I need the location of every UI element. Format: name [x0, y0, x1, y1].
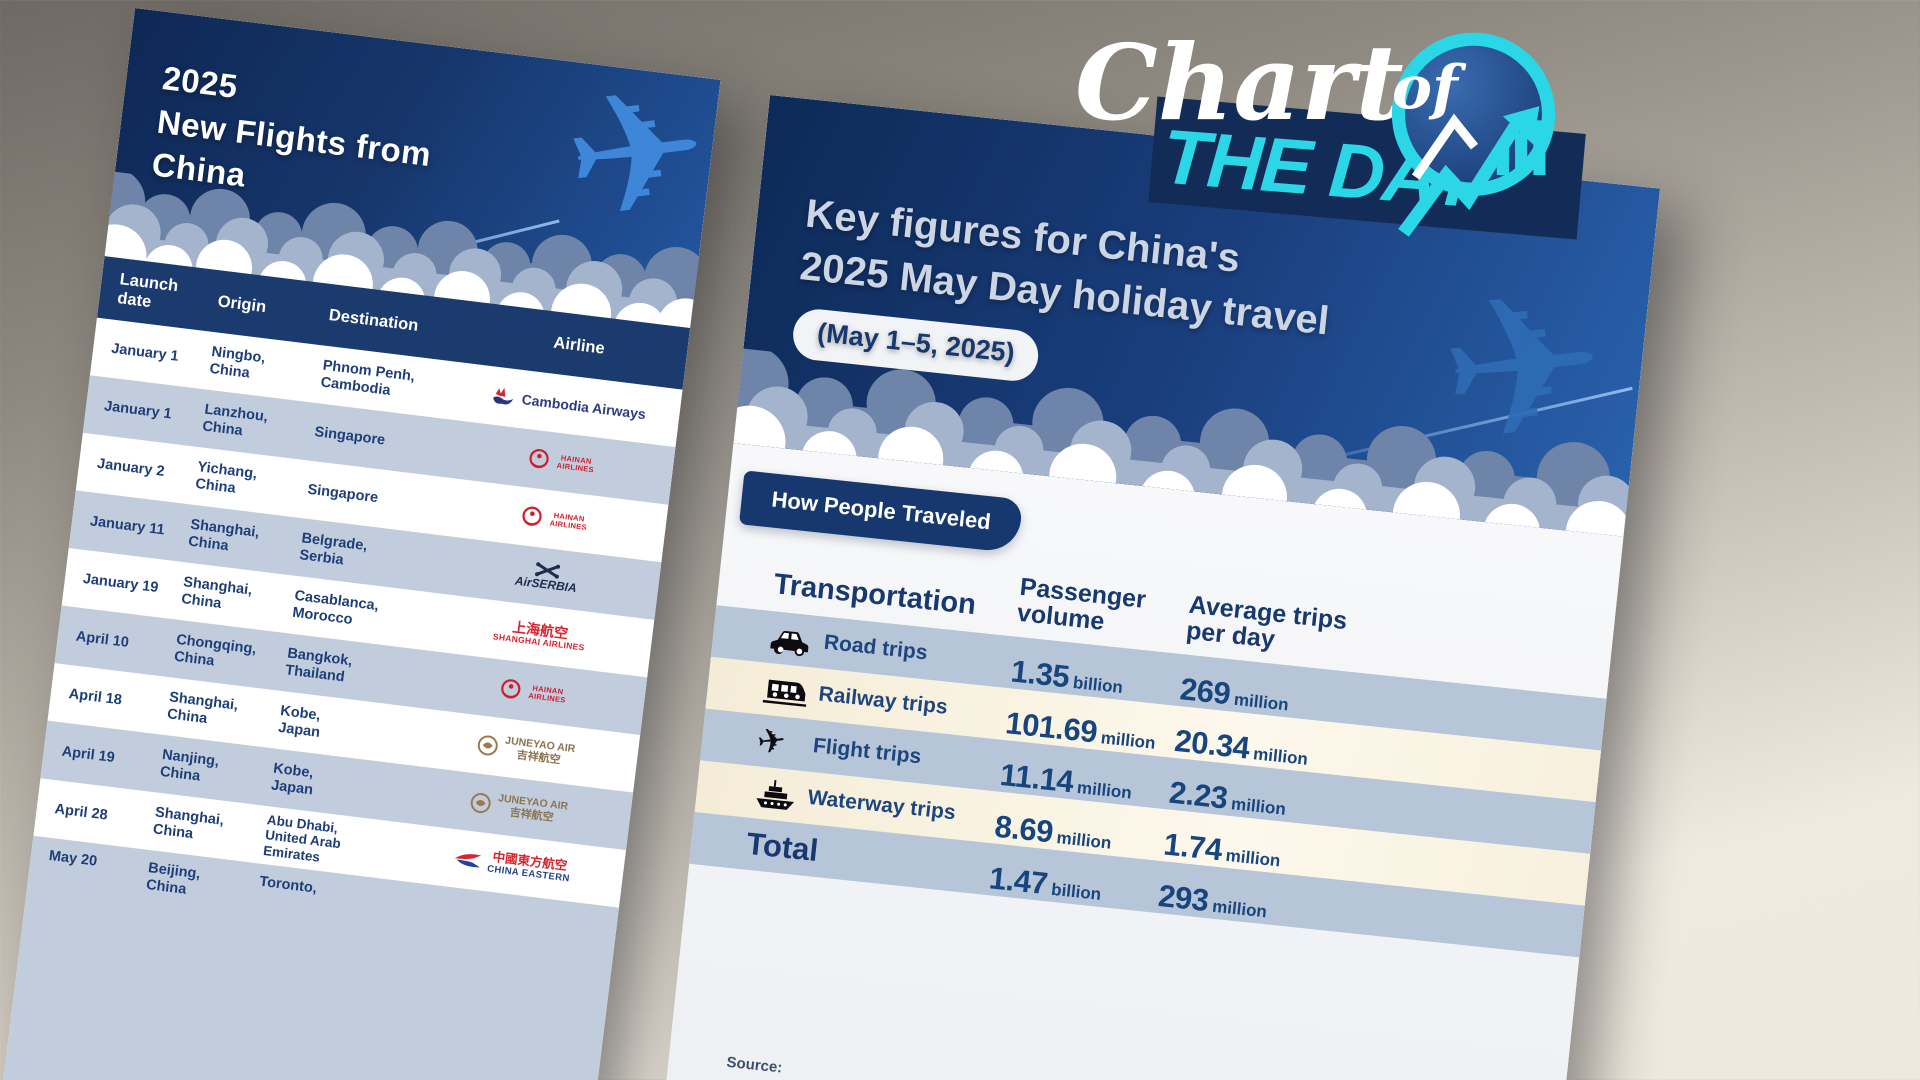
cell-destination: Singapore [313, 423, 387, 449]
table-row: April 19 Nanjing, China Kobe, Japan JUNE… [40, 720, 634, 851]
cell-airline: Cambodia Airways [469, 383, 680, 428]
row-label: Flight trips [812, 733, 923, 768]
juneyao-air-logo: JUNEYAO AIR 吉祥航空 [468, 790, 569, 825]
cell-origin: Nanjing, China [159, 747, 220, 785]
logo-chart-text: Chart [1075, 21, 1404, 144]
row-label: Railway trips [817, 681, 949, 719]
cell-airline: 上海航空 SHANGHAI AIRLINES [441, 611, 652, 661]
crossed-flags-icon [534, 562, 560, 580]
trend-arrow-badge-icon [1391, 32, 1556, 237]
air-serbia-logo: AirSERBIA [514, 559, 579, 596]
airplane-illustration-icon: ✈ [555, 52, 718, 257]
cell-launch-date: January 2 [96, 455, 166, 480]
cell-origin: Lanzhou, China [201, 401, 269, 440]
cell-origin: Chongqing, China [173, 632, 258, 670]
table-row: January 2 Yichang, China Singapore HAINA… [76, 433, 669, 562]
table-row: April 10 Chongqing, China Bangkok, Thail… [54, 605, 648, 735]
cell-origin: Shanghai, China [187, 516, 261, 555]
right-poster-header: Key figures for China's 2025 May Day hol… [733, 95, 1661, 537]
cell-launch-date: May 20 [48, 847, 99, 870]
cell-destination: Bangkok, Thailand [284, 645, 354, 686]
cell-launch-date: April 28 [53, 800, 109, 824]
table-row: April 28 Shanghai, China Abu Dhabi, Unit… [33, 778, 626, 907]
cell-origin: Yichang, China [194, 459, 258, 497]
hainan-emblem-icon [522, 506, 542, 526]
cell-origin: Beijing, China [145, 860, 202, 898]
poster-new-flights: 2025 New Flights from China ✈ Launch dat… [0, 8, 721, 1080]
train-icon [761, 671, 820, 711]
cell-launch-date: April 18 [67, 685, 123, 709]
cell-destination: Belgrade, Serbia [298, 530, 369, 569]
column-header-passenger-volume: Passenger volume [1015, 572, 1148, 637]
cambodia-airways-logo: Cambodia Airways [489, 385, 647, 424]
cell-origin: Ningbo, China [208, 344, 267, 382]
dragon-coin-icon [477, 735, 498, 756]
hainan-airlines-logo: HAINAN AIRLINES [526, 446, 596, 478]
column-header-launch-date: Launch date [116, 270, 180, 312]
table-row: Road trips 1.35 billion 269 million [710, 604, 1607, 750]
column-header-airline: Airline [552, 333, 606, 358]
cell-origin: Shanghai, China [152, 804, 225, 843]
cell-airline: AirSERBIA [448, 551, 660, 606]
cell-airline: HAINAN AIRLINES [434, 669, 645, 718]
poster-may-day-travel: Key figures for China's 2025 May Day hol… [652, 95, 1661, 1080]
cell-launch-date: January 1 [110, 340, 180, 365]
cell-origin: Shanghai, China [166, 689, 239, 728]
passenger-volume-total: 1.47 billion [987, 859, 1103, 904]
cell-airline: HAINAN AIRLINES [462, 438, 673, 487]
logo-of-text: of [1392, 53, 1458, 123]
clouds-illustration [733, 348, 1634, 537]
column-header-average-trips: Average trips per day [1184, 590, 1349, 654]
cell-destination: Phnom Penh, Cambodia [319, 357, 416, 399]
cell-launch-date: January 1 [103, 397, 173, 423]
cell-airline: JUNEYAO AIR 吉祥航空 [427, 726, 638, 775]
average-trips-total: 293 million [1156, 877, 1268, 921]
china-eastern-logo: 中國東方航空 CHINA EASTERN [451, 846, 572, 885]
bird-icon [492, 387, 513, 405]
shanghai-airlines-logo: 上海航空 SHANGHAI AIRLINES [492, 618, 586, 653]
cell-airline: JUNEYAO AIR 吉祥航空 [420, 784, 631, 833]
table-row: January 1 Ningbo, China Phnom Penh, Camb… [90, 318, 683, 447]
cell-launch-date: April 10 [75, 628, 130, 651]
source-footnote: Source: [725, 1053, 784, 1077]
hainan-emblem-icon [501, 679, 521, 699]
plane-icon: ✈ [755, 720, 788, 762]
hainan-airlines-logo: HAINAN AIRLINES [498, 677, 568, 709]
ship-icon [750, 775, 809, 815]
cell-destination: Casablanca, Morocco [291, 588, 380, 629]
cell-destination: Kobe, Japan [270, 760, 315, 799]
cell-airline: HAINAN AIRLINES [455, 496, 666, 545]
car-icon [767, 619, 826, 659]
cell-destination: Toronto, [258, 873, 318, 897]
hainan-airlines-logo: HAINAN AIRLINES [519, 504, 589, 536]
column-header-destination: Destination [328, 305, 420, 335]
cell-destination: Singapore [306, 481, 379, 506]
table-row: April 18 Shanghai, China Kobe, Japan JUN… [47, 663, 640, 792]
cell-launch-date: April 19 [60, 743, 116, 766]
cell-origin: Shanghai, China [180, 574, 254, 612]
row-label: Road trips [822, 630, 929, 664]
table-row: January 11 Shanghai, China Belgrade, Ser… [68, 490, 662, 620]
column-header-origin: Origin [216, 291, 268, 316]
cell-destination: Kobe, Japan [277, 703, 322, 741]
table-row: Railway trips 101.69 million 20.34 milli… [705, 656, 1602, 802]
row-label: Waterway trips [806, 785, 957, 824]
juneyao-air-logo: JUNEYAO AIR 吉祥航空 [475, 732, 576, 767]
table-row: January 1 Lanzhou, China Singapore HAINA… [82, 375, 676, 505]
cell-launch-date: January 19 [82, 570, 160, 596]
hainan-emblem-icon [529, 449, 549, 469]
cell-airline: 中國東方航空 CHINA EASTERN [413, 841, 624, 891]
swallow-icon [454, 854, 481, 868]
cell-launch-date: January 11 [89, 513, 166, 539]
table-row: Waterway trips 8.69 million 1.74 million [694, 759, 1591, 906]
chart-of-the-day-logo: THE DAY Chart of [1040, 15, 1920, 255]
dragon-coin-icon [470, 793, 491, 814]
